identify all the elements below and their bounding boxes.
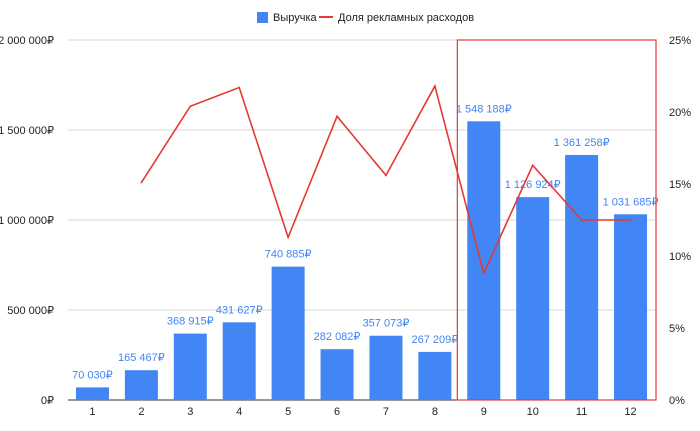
- line-series: [140, 83, 632, 276]
- bar-data-label: 282 082₽: [314, 331, 361, 343]
- x-tick-label: 7: [383, 406, 389, 418]
- line-point: [629, 219, 632, 221]
- bar-data-labels: 70 030₽ 165 467₽ 368 915₽431 627₽ 740 885₽ 2…: [72, 103, 658, 381]
- x-tick-label: 6: [334, 406, 340, 418]
- bar: [467, 121, 501, 400]
- x-tick-label: 12: [624, 406, 636, 418]
- y-left-tick-label: 0₽: [41, 395, 54, 407]
- y-left-tick-label: 2 000 000₽: [0, 35, 54, 47]
- bar: [271, 266, 305, 400]
- x-tick-label: 4: [236, 406, 242, 418]
- legend-label-line: Доля рекламных расходов: [338, 12, 474, 24]
- bar: [614, 214, 648, 400]
- highlight-rectangle: [456, 39, 657, 401]
- bar: [320, 349, 354, 400]
- line-point: [580, 219, 583, 221]
- y-left-tick-label: 1 500 000₽: [0, 125, 54, 137]
- line-point: [287, 236, 289, 239]
- bar: [75, 387, 109, 400]
- line-point: [336, 115, 338, 118]
- line-point: [238, 86, 241, 89]
- line-point: [482, 272, 485, 275]
- bar-data-label: 740 885₽: [265, 249, 312, 261]
- x-tick-label: 8: [432, 406, 438, 418]
- bar: [418, 351, 452, 400]
- bar-data-label: 70 030₽: [72, 369, 113, 381]
- x-tick-label: 5: [285, 406, 291, 418]
- x-tick-label: 1: [89, 406, 95, 418]
- line-point: [531, 164, 534, 167]
- y-right-tick-label: 10%: [669, 251, 691, 263]
- bar-data-label: 1 361 258₽: [554, 137, 610, 149]
- bar: [516, 197, 550, 400]
- x-tick-label: 2: [138, 406, 144, 418]
- bar-data-label: 165 467₽: [118, 352, 165, 364]
- bar: [222, 322, 256, 400]
- line-point: [434, 85, 436, 87]
- bar-data-label: 357 073₽: [363, 318, 410, 330]
- bar: [369, 335, 403, 400]
- bar: [173, 333, 207, 400]
- bar-series: [75, 121, 648, 400]
- line-point: [189, 105, 192, 108]
- y-right-tick-label: 15%: [669, 179, 691, 191]
- x-axis: 1 2 3 4 5 6 7 8 9 10 11 12: [89, 406, 636, 418]
- y-axis-right: 0% 5% 10% 15% 20% 25%: [669, 35, 691, 407]
- bar-data-label: 431 627₽: [216, 304, 263, 316]
- legend-label-bar: Выручка: [273, 12, 318, 24]
- legend-swatch-bar: [257, 12, 268, 23]
- y-axis-left: 0₽ 500 000₽ 1 000 000₽ 1 500 000₽ 2 000 000₽: [0, 35, 54, 407]
- x-tick-label: 3: [187, 406, 193, 418]
- bar-data-label: 1 126 924₽: [505, 179, 561, 191]
- x-tick-label: 10: [527, 406, 539, 418]
- bar: [124, 370, 158, 400]
- x-tick-label: 9: [481, 406, 487, 418]
- x-tick-label: 11: [576, 406, 587, 418]
- highlight-box: [456, 39, 657, 401]
- legend: Выручка Доля рекламных расходов: [257, 12, 474, 24]
- bar-data-label: 1 548 188₽: [456, 103, 512, 115]
- y-right-tick-label: 20%: [669, 107, 691, 119]
- y-right-tick-label: 0%: [669, 395, 685, 407]
- y-left-tick-label: 500 000₽: [7, 305, 54, 317]
- line-point: [385, 174, 387, 177]
- y-right-tick-label: 25%: [669, 35, 691, 47]
- line-point: [140, 181, 143, 184]
- bar-data-label: 368 915₽: [167, 316, 214, 328]
- bar: [565, 154, 599, 400]
- y-right-tick-label: 5%: [669, 323, 685, 335]
- bar-data-label: 1 031 685₽: [603, 196, 659, 208]
- bar-data-label: 267 209₽: [411, 334, 458, 346]
- y-left-tick-label: 1 000 000₽: [0, 215, 54, 227]
